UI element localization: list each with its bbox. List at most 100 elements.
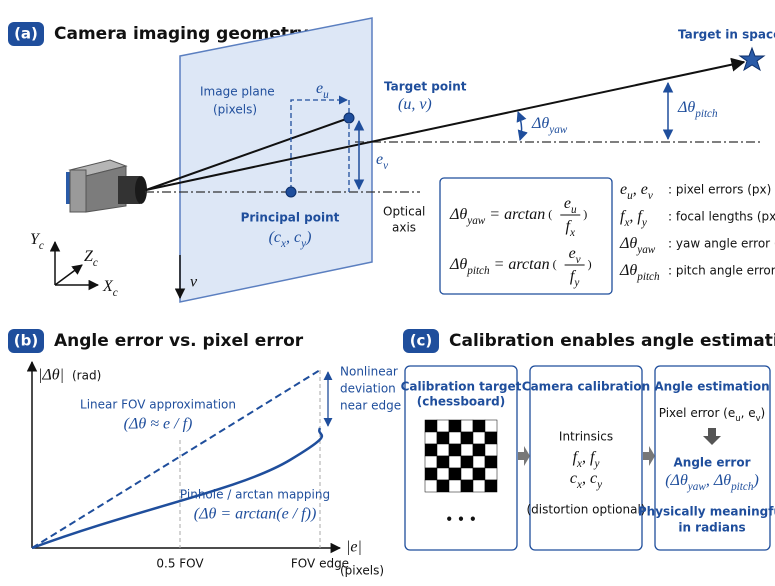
chessboard bbox=[425, 420, 497, 492]
math-part: yaw bbox=[687, 481, 707, 493]
x-tick-label: 0.5 FOV bbox=[156, 557, 204, 571]
yaw-label: Δθyaw bbox=[531, 115, 568, 136]
math-part: Δθ bbox=[531, 115, 549, 132]
v-axis-label: v bbox=[190, 274, 198, 291]
legend-symbol: eu, ev bbox=[620, 181, 653, 202]
ellipsis: • • • bbox=[445, 513, 476, 527]
panel-title: Calibration enables angle estimation bbox=[449, 331, 775, 351]
math-part: c bbox=[39, 240, 44, 252]
box-text: (distortion optional) bbox=[527, 503, 646, 517]
chess-cell bbox=[461, 444, 473, 456]
chess-cell bbox=[425, 456, 437, 468]
math-part: pitch bbox=[694, 108, 718, 120]
image-plane-label: Image plane bbox=[200, 85, 275, 99]
chess-cell bbox=[437, 456, 449, 468]
badge-text: (b) bbox=[14, 332, 38, 350]
legend: eu, ev: pixel errors (px)fx, fy: focal l… bbox=[619, 181, 775, 283]
e-v-label: ev bbox=[376, 151, 388, 172]
chess-cell bbox=[425, 480, 437, 492]
math-part: e bbox=[569, 245, 576, 262]
chess-cell bbox=[473, 444, 485, 456]
math-part: y bbox=[641, 217, 647, 229]
optical-axis-label: axis bbox=[392, 221, 416, 235]
flow-arrow bbox=[643, 446, 655, 466]
panel-c: (c) Calibration enables angle estimation… bbox=[401, 329, 775, 550]
chess-cell bbox=[449, 420, 461, 432]
math-part: , Δθ bbox=[706, 472, 731, 489]
chess-cell bbox=[473, 480, 485, 492]
axis-label: Yc bbox=[30, 231, 44, 252]
chess-cell bbox=[461, 432, 473, 444]
chess-cell bbox=[425, 444, 437, 456]
badge-text: (c) bbox=[410, 332, 433, 350]
math-part: Δθ bbox=[619, 262, 637, 279]
math-part: = arctan bbox=[485, 206, 545, 223]
chess-cell bbox=[461, 480, 473, 492]
principal-point bbox=[286, 187, 296, 197]
math-part: yaw bbox=[548, 124, 568, 136]
legend-symbol: Δθyaw bbox=[619, 235, 656, 256]
chess-cell bbox=[485, 432, 497, 444]
legend-symbol: fx, fy bbox=[620, 208, 647, 229]
math-part: pitch bbox=[730, 481, 754, 493]
panel-title: Angle error vs. pixel error bbox=[54, 331, 304, 351]
axis-label: Zc bbox=[84, 248, 98, 269]
badge-text: (a) bbox=[14, 25, 38, 43]
image-plane-unit: (pixels) bbox=[213, 103, 257, 117]
chess-cell bbox=[449, 468, 461, 480]
math-part: = arctan bbox=[490, 256, 550, 273]
math-part: v bbox=[383, 160, 388, 172]
annotation: (Δθ ≈ e / f) bbox=[124, 416, 193, 433]
flow-arrow bbox=[518, 446, 530, 466]
figure: (a) Camera imaging geometry v Image plan… bbox=[0, 0, 775, 586]
box-text: Intrinsics bbox=[559, 430, 613, 444]
paren: ) bbox=[588, 257, 592, 271]
x-tick-label: FOV edge bbox=[291, 557, 349, 571]
math-part: ) bbox=[305, 229, 311, 246]
y-axis-label: |Δθ| bbox=[38, 367, 64, 384]
camera bbox=[66, 160, 147, 212]
box-text: Physically meaningful bbox=[638, 505, 775, 519]
math-part: , e bbox=[741, 406, 756, 420]
annotation: Linear FOV approximation bbox=[80, 398, 236, 412]
chess-cell bbox=[437, 432, 449, 444]
math-part: u bbox=[571, 204, 577, 216]
math-part: c bbox=[93, 257, 98, 269]
chess-cell bbox=[461, 456, 473, 468]
math-part: e bbox=[620, 181, 627, 198]
math-part: x bbox=[569, 227, 575, 239]
chess-cell bbox=[485, 456, 497, 468]
math-part: e bbox=[376, 151, 383, 168]
math-part: , e bbox=[633, 181, 648, 198]
legend-text: : pitch angle error (rad) bbox=[668, 264, 775, 278]
math-part: , c bbox=[582, 470, 597, 487]
annotation: (Δθ = arctan(e / f)) bbox=[194, 506, 317, 523]
box-title: Angle estimation bbox=[654, 380, 769, 394]
axis-label: Xc bbox=[102, 278, 118, 299]
panel-a: (a) Camera imaging geometry v Image plan… bbox=[8, 18, 775, 302]
math-part: (Δθ bbox=[665, 472, 688, 489]
target-star bbox=[740, 48, 764, 70]
math-part: yaw bbox=[636, 244, 656, 256]
image-plane bbox=[180, 18, 372, 302]
math-part: v bbox=[576, 254, 581, 266]
chess-cell bbox=[485, 444, 497, 456]
formula-box bbox=[440, 178, 612, 294]
math-part: Δθ bbox=[677, 99, 695, 116]
chess-cell bbox=[485, 480, 497, 492]
box-title: Camera calibration bbox=[522, 380, 650, 394]
y-axis-unit: (rad) bbox=[72, 369, 101, 383]
math-part: (c bbox=[269, 229, 281, 246]
paren: ( bbox=[553, 257, 557, 271]
chess-cell bbox=[461, 420, 473, 432]
chess-cell bbox=[473, 468, 485, 480]
math-part: pitch bbox=[466, 265, 490, 277]
target-point bbox=[344, 113, 354, 123]
math-part: e bbox=[564, 195, 571, 212]
chess-cell bbox=[437, 468, 449, 480]
paren: ) bbox=[583, 207, 587, 221]
panel-b: (b) Angle error vs. pixel error |Δθ| (ra… bbox=[8, 329, 401, 578]
chess-cell bbox=[437, 420, 449, 432]
math-part: Δθ bbox=[619, 235, 637, 252]
pitch-label: Δθpitch bbox=[677, 99, 718, 120]
